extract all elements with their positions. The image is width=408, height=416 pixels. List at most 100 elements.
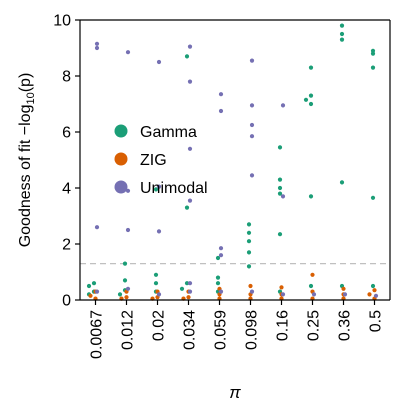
x-tick-label: 0.16: [275, 310, 292, 341]
point-gamma: [184, 281, 190, 286]
point-gamma: [370, 51, 376, 56]
point-gamma: [370, 195, 376, 200]
point-gamma: [277, 177, 283, 182]
point-unimodal: [249, 122, 255, 128]
point-zig: [186, 295, 191, 300]
point-gamma: [308, 283, 314, 289]
point-unimodal: [125, 188, 131, 193]
point-gamma: [277, 185, 283, 191]
point-unimodal: [373, 293, 379, 298]
axes: [79, 19, 391, 301]
point-gamma: [153, 272, 159, 277]
y-tick-label: 10: [53, 13, 71, 30]
point-gamma: [246, 250, 252, 255]
legend-marker-zig: [114, 152, 128, 166]
point-zig: [372, 288, 377, 293]
x-tick-label: 0.012: [120, 310, 137, 350]
point-unimodal: [249, 103, 255, 108]
x-axis-label: π: [229, 383, 241, 402]
legend-label-zig: ZIG: [140, 152, 167, 169]
y-ticks: 0 2 4 6 8 10: [53, 13, 80, 310]
point-unimodal: [94, 225, 100, 230]
point-gamma: [184, 205, 190, 210]
point-gamma: [153, 281, 159, 286]
y-axis-label: Goodness of fit −log10(p): [17, 73, 37, 248]
point-unimodal: [187, 146, 193, 151]
point-gamma: [308, 65, 314, 70]
point-gamma: [184, 54, 190, 59]
point-unimodal: [342, 292, 348, 297]
point-gamma: [122, 278, 128, 283]
point-unimodal: [125, 227, 131, 233]
x-tick-label: 0.25: [306, 310, 323, 341]
x-tick-label: 0.02: [151, 310, 168, 341]
legend-marker-gamma: [114, 124, 128, 138]
point-unimodal: [125, 286, 131, 291]
point-unimodal: [249, 289, 255, 294]
point-unimodal: [280, 194, 286, 199]
point-unimodal: [156, 184, 162, 189]
point-unimodal: [187, 198, 193, 203]
point-unimodal: [218, 92, 224, 97]
point-unimodal: [156, 229, 162, 234]
point-gamma: [277, 232, 283, 237]
point-unimodal: [311, 292, 317, 297]
x-tick-label: 0.36: [337, 310, 354, 341]
point-gamma: [122, 261, 128, 266]
point-gamma: [179, 286, 185, 291]
point-gamma: [308, 101, 314, 107]
point-gamma: [215, 275, 221, 280]
y-axis-label-sub: 10: [25, 92, 37, 104]
point-gamma: [246, 239, 252, 244]
point-gamma: [277, 191, 283, 196]
point-gamma: [86, 283, 92, 289]
x-tick-label: 0.034: [182, 310, 199, 350]
legend: Gamma ZIG Unimodal: [114, 124, 208, 197]
point-unimodal: [156, 59, 162, 65]
point-unimodal: [187, 44, 193, 49]
point-unimodal: [218, 289, 224, 294]
x-tick-label: 0.098: [244, 310, 261, 350]
point-unimodal: [249, 134, 255, 139]
point-gamma: [246, 222, 252, 227]
point-unimodal: [187, 281, 193, 286]
point-unimodal: [125, 50, 131, 55]
point-gamma: [370, 65, 376, 70]
point-unimodal: [94, 289, 100, 294]
x-tick-label: 0.059: [213, 310, 230, 350]
point-unimodal: [187, 289, 193, 294]
y-axis-label-main: Goodness of fit −log: [17, 105, 34, 248]
point-unimodal: [187, 79, 193, 84]
point-gamma: [277, 145, 283, 150]
point-gamma: [117, 292, 123, 297]
point-gamma: [308, 194, 314, 199]
point-zig: [279, 285, 284, 290]
point-gamma: [246, 264, 252, 269]
point-gamma: [215, 255, 221, 261]
point-unimodal: [280, 292, 286, 297]
x-tick-label: 0.5: [368, 310, 385, 332]
legend-marker-unimodal: [114, 180, 128, 194]
point-unimodal: [249, 58, 255, 63]
y-tick-label: 2: [62, 237, 71, 254]
point-gamma: [153, 187, 159, 192]
point-zig: [124, 295, 129, 300]
y-axis-label-tail: (p): [17, 73, 34, 93]
point-unimodal: [218, 246, 224, 251]
point-unimodal: [94, 45, 100, 51]
point-zig: [341, 286, 346, 291]
point-unimodal: [94, 41, 100, 46]
point-gamma: [370, 283, 376, 289]
point-unimodal: [218, 108, 224, 114]
point-gamma: [308, 93, 314, 98]
point-gamma: [215, 281, 221, 286]
point-unimodal: [218, 253, 224, 258]
point-zig: [310, 272, 315, 277]
legend-label-unimodal: Unimodal: [140, 180, 208, 197]
point-zig: [248, 283, 253, 289]
point-gamma: [303, 97, 309, 102]
y-tick-label: 4: [62, 181, 71, 198]
x-ticks: 0.0067 0.012 0.02 0.034 0.059 0.098 0.16 0.25 0.…: [89, 300, 385, 359]
plot-area: [80, 23, 390, 301]
